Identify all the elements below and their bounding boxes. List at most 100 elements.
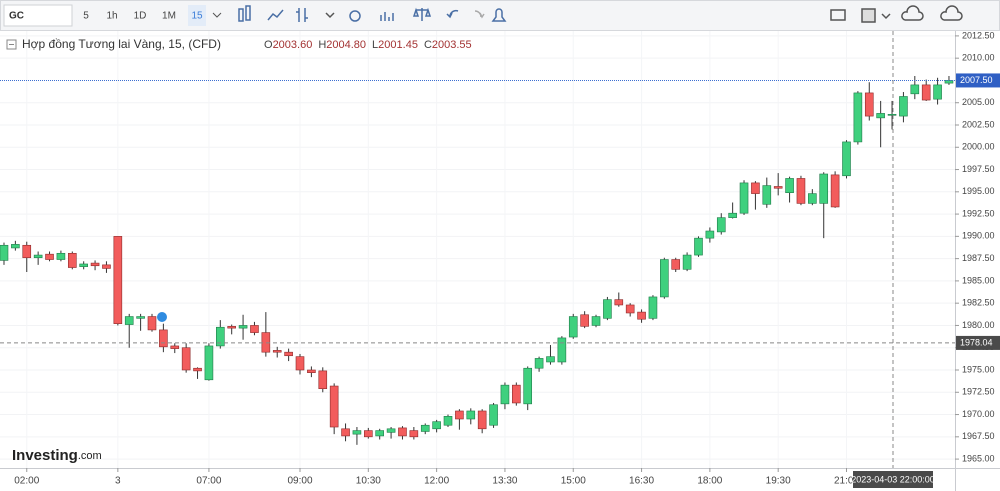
y-tick-label: 2005.00 xyxy=(962,97,995,107)
candle-body xyxy=(910,84,920,95)
x-tick-label: 09:00 xyxy=(287,476,312,487)
candle-body xyxy=(364,430,373,438)
candle-body xyxy=(193,367,202,372)
candle-body xyxy=(591,316,601,326)
crosshair-price-label: 1978.04 xyxy=(960,337,993,347)
symbol[interactable]: GC xyxy=(9,11,24,22)
candle-body xyxy=(716,217,726,233)
interval[interactable]: 15 xyxy=(191,11,203,22)
news-badge[interactable] xyxy=(157,312,167,322)
toolbar-bg xyxy=(0,0,1000,31)
candle-body xyxy=(79,263,88,267)
candle-body xyxy=(796,178,806,204)
y-tick-label: 1975.00 xyxy=(962,364,995,374)
ohlc-value: 2001.45 xyxy=(378,39,418,51)
x-tick-label: 16:30 xyxy=(629,476,654,487)
candle-body xyxy=(455,410,464,420)
candle-body xyxy=(899,96,908,117)
ohlc-value: 2004.80 xyxy=(326,39,366,51)
interval[interactable]: 1D xyxy=(134,11,147,22)
crosshair-time-tag xyxy=(853,471,933,488)
candle-body xyxy=(295,356,305,371)
candle-body xyxy=(512,384,521,404)
candle-body xyxy=(261,332,271,353)
candle-body xyxy=(124,316,134,325)
candle-body xyxy=(637,311,646,320)
candle-body xyxy=(318,370,328,390)
candle-body xyxy=(876,113,885,119)
x-tick-label: 12:00 xyxy=(424,476,449,487)
candle-body xyxy=(272,350,282,353)
x-tick-label: 02:00 xyxy=(14,476,39,487)
symbol-box[interactable] xyxy=(3,4,73,27)
y-tick-label: 1965.00 xyxy=(962,453,995,463)
candle-body xyxy=(329,385,339,428)
interval[interactable]: 5 xyxy=(83,11,89,22)
candle-body xyxy=(420,424,430,432)
x-tick-label: 10:30 xyxy=(356,476,381,487)
candle-body xyxy=(352,430,362,435)
candle-body xyxy=(762,185,772,205)
candle-body xyxy=(728,212,737,218)
y-tick-label: 1987.50 xyxy=(962,253,995,263)
candle-body xyxy=(682,254,692,270)
candle-body xyxy=(933,84,942,100)
plot xyxy=(0,31,955,468)
candle-body xyxy=(90,262,100,267)
candle-body xyxy=(181,347,191,371)
y-tick-label: 1995.00 xyxy=(962,186,995,196)
ohlc-key: O xyxy=(264,39,273,51)
ohlc-key: C xyxy=(424,39,432,51)
interval[interactable]: 1M xyxy=(162,11,176,22)
candle-body xyxy=(11,244,20,249)
candle-body xyxy=(113,236,123,324)
candle-body xyxy=(580,314,589,327)
candle-body xyxy=(398,427,407,437)
logo-suffix: .com xyxy=(78,450,102,462)
ohlc-key: H xyxy=(318,39,326,51)
candle-body xyxy=(751,182,760,194)
candle-body xyxy=(147,316,157,331)
interval-active xyxy=(188,5,206,26)
crosshair-time-label: 2023-04-03 22:00:00 xyxy=(851,474,935,484)
candle-body xyxy=(204,345,214,381)
candle-body xyxy=(227,326,236,329)
ohlc-value: 2003.60 xyxy=(273,39,313,51)
candle-body xyxy=(341,428,350,437)
candle-body xyxy=(808,193,817,204)
last-price-label: 2007.50 xyxy=(960,75,993,85)
candle-body xyxy=(546,356,555,363)
y-tick-label: 2002.50 xyxy=(962,119,995,129)
dropdown-icon[interactable] xyxy=(212,12,222,18)
x-tick-label: 18:00 xyxy=(697,476,722,487)
x-tick-label: 19:30 xyxy=(766,476,791,487)
candle-body xyxy=(694,237,703,256)
x-tick-label: 21:00 xyxy=(834,476,859,487)
candle-body xyxy=(238,325,248,329)
y-tick-label: 1970.00 xyxy=(962,409,995,419)
crosshair-price-tag xyxy=(956,335,1000,350)
candle-body xyxy=(603,299,612,319)
candle-body xyxy=(375,430,385,437)
y-tick-label: 1967.50 xyxy=(962,431,995,441)
chart-title: Hợp đồng Tương lai Vàng, 15, (CFD) xyxy=(22,37,221,51)
interval[interactable]: 1h xyxy=(106,11,117,22)
candle-body xyxy=(307,369,316,373)
x-tick-label: 3 xyxy=(115,476,121,487)
candle-body xyxy=(250,325,259,333)
candle-body xyxy=(386,428,396,433)
candle-body xyxy=(773,186,783,189)
y-tick-label: 1997.50 xyxy=(962,164,995,174)
x-tick-label: 13:30 xyxy=(492,476,517,487)
candle-body xyxy=(45,253,54,260)
candle-body xyxy=(921,84,931,101)
logo-brand: Investing xyxy=(12,447,78,464)
y-tick-label: 1992.50 xyxy=(962,208,995,218)
candle-body xyxy=(648,296,658,319)
candle-body xyxy=(409,430,419,438)
tool-icons xyxy=(238,5,963,23)
candle-body xyxy=(705,230,715,239)
